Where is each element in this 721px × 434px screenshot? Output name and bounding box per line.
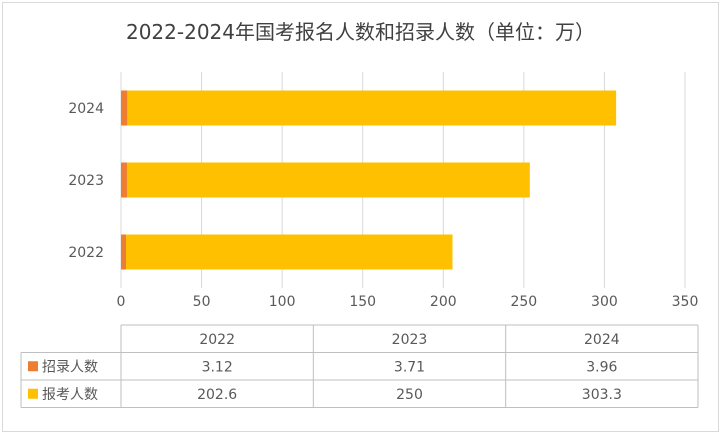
table-header-cell: 2024 — [584, 332, 620, 348]
table-row-label: 招录人数 — [42, 359, 98, 375]
bar-2022-series-0 — [121, 234, 127, 270]
x-tick-label: 50 — [193, 294, 211, 310]
x-tick-labels: 0 50 100 150 200 250 300 350 — [117, 294, 699, 310]
table-cell: 3.12 — [202, 359, 233, 375]
bar-2022-series-1 — [126, 234, 453, 270]
x-tick-label: 350 — [672, 294, 699, 310]
x-tick-label: 250 — [510, 294, 537, 310]
y-category-labels: 2022 2023 2024 — [68, 101, 104, 261]
table-cell: 202.6 — [197, 387, 237, 403]
x-tick-label: 0 — [117, 294, 126, 310]
legend-key-0 — [28, 361, 38, 372]
x-tick-label: 200 — [430, 294, 457, 310]
table-cell: 3.96 — [586, 359, 617, 375]
legend-key-1 — [28, 388, 38, 399]
bar-2023-series-0 — [121, 162, 127, 198]
bar-2024-series-0 — [121, 90, 128, 126]
x-tick-label: 150 — [349, 294, 376, 310]
bar-2024-series-1 — [127, 90, 617, 126]
table-row-label: 报考人数 — [42, 387, 98, 403]
chart-title: 2022-2024年国考报名人数和招录人数（单位：万） — [125, 20, 595, 44]
data-table: 2022 2023 2024 招录人数 3.12 3.71 3.96 报考人数 202.6 250… — [20, 324, 699, 408]
table-header-cell: 2022 — [199, 332, 235, 348]
table-header-cell: 2023 — [392, 332, 428, 348]
y-category-label: 2023 — [68, 173, 104, 189]
table-cell: 3.71 — [394, 359, 425, 375]
bars — [121, 90, 617, 270]
y-category-label: 2024 — [68, 101, 104, 117]
table-cell: 250 — [396, 387, 423, 403]
x-tick-label: 300 — [591, 294, 618, 310]
bar-2023-series-1 — [126, 162, 530, 198]
table-cell: 303.3 — [582, 387, 622, 403]
x-tick-label: 100 — [269, 294, 296, 310]
y-category-label: 2022 — [68, 245, 104, 261]
